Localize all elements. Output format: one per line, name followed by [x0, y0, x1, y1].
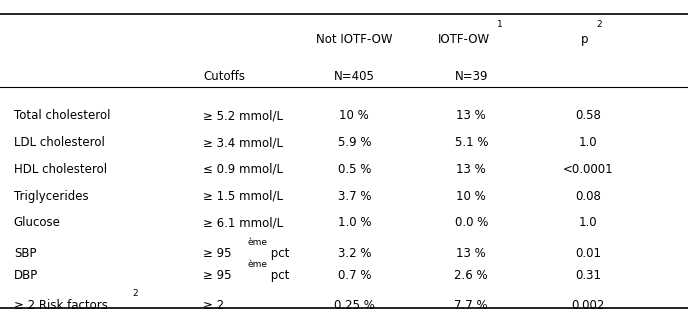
- Text: ≥ 95: ≥ 95: [203, 269, 231, 282]
- Text: 1.0: 1.0: [579, 136, 598, 149]
- Text: 0.01: 0.01: [575, 247, 601, 260]
- Text: ≥ 2: ≥ 2: [203, 299, 224, 311]
- Text: 10 %: 10 %: [456, 190, 486, 203]
- Text: <0.0001: <0.0001: [563, 163, 614, 176]
- Text: Cutoffs: Cutoffs: [203, 70, 245, 83]
- Text: 0.5 %: 0.5 %: [338, 163, 371, 176]
- Text: pct: pct: [267, 247, 290, 260]
- Text: N=405: N=405: [334, 70, 375, 83]
- Text: Total cholesterol: Total cholesterol: [14, 109, 110, 123]
- Text: 0.7 %: 0.7 %: [338, 269, 371, 282]
- Text: N=39: N=39: [455, 70, 488, 83]
- Text: pct: pct: [267, 269, 290, 282]
- Text: ≥ 5.2 mmol/L: ≥ 5.2 mmol/L: [203, 109, 283, 123]
- Text: 0.08: 0.08: [575, 190, 601, 203]
- Text: IOTF-OW: IOTF-OW: [438, 33, 491, 46]
- Text: Not IOTF-OW: Not IOTF-OW: [316, 33, 393, 46]
- Text: 1: 1: [497, 20, 503, 29]
- Text: ≥ 3.4 mmol/L: ≥ 3.4 mmol/L: [203, 136, 283, 149]
- Text: ème: ème: [248, 238, 268, 247]
- Text: 1.0 %: 1.0 %: [338, 216, 371, 230]
- Text: HDL cholesterol: HDL cholesterol: [14, 163, 107, 176]
- Text: 7.7 %: 7.7 %: [455, 299, 488, 311]
- Text: 10 %: 10 %: [339, 109, 369, 123]
- Text: 13 %: 13 %: [456, 163, 486, 176]
- Text: ≥ 95: ≥ 95: [203, 247, 231, 260]
- Text: 1.0: 1.0: [579, 216, 598, 230]
- Text: DBP: DBP: [14, 269, 38, 282]
- Text: 0.25 %: 0.25 %: [334, 299, 375, 311]
- Text: 0.002: 0.002: [572, 299, 605, 311]
- Text: 3.2 %: 3.2 %: [338, 247, 371, 260]
- Text: ≥ 2 Risk factors: ≥ 2 Risk factors: [14, 299, 111, 311]
- Text: Glucose: Glucose: [14, 216, 61, 230]
- Text: ème: ème: [248, 260, 268, 269]
- Text: 2: 2: [133, 289, 138, 298]
- Text: 2.6 %: 2.6 %: [455, 269, 488, 282]
- Text: 5.9 %: 5.9 %: [338, 136, 371, 149]
- Text: 0.0 %: 0.0 %: [455, 216, 488, 230]
- Text: ≥ 1.5 mmol/L: ≥ 1.5 mmol/L: [203, 190, 283, 203]
- Text: p: p: [581, 33, 588, 46]
- Text: 0.58: 0.58: [575, 109, 601, 123]
- Text: ≥ 6.1 mmol/L: ≥ 6.1 mmol/L: [203, 216, 283, 230]
- Text: Triglycerides: Triglycerides: [14, 190, 88, 203]
- Text: 13 %: 13 %: [456, 247, 486, 260]
- Text: LDL cholesterol: LDL cholesterol: [14, 136, 105, 149]
- Text: SBP: SBP: [14, 247, 36, 260]
- Text: ≤ 0.9 mmol/L: ≤ 0.9 mmol/L: [203, 163, 283, 176]
- Text: 5.1 %: 5.1 %: [455, 136, 488, 149]
- Text: 3.7 %: 3.7 %: [338, 190, 371, 203]
- Text: 0.31: 0.31: [575, 269, 601, 282]
- Text: 13 %: 13 %: [456, 109, 486, 123]
- Text: 2: 2: [596, 20, 602, 29]
